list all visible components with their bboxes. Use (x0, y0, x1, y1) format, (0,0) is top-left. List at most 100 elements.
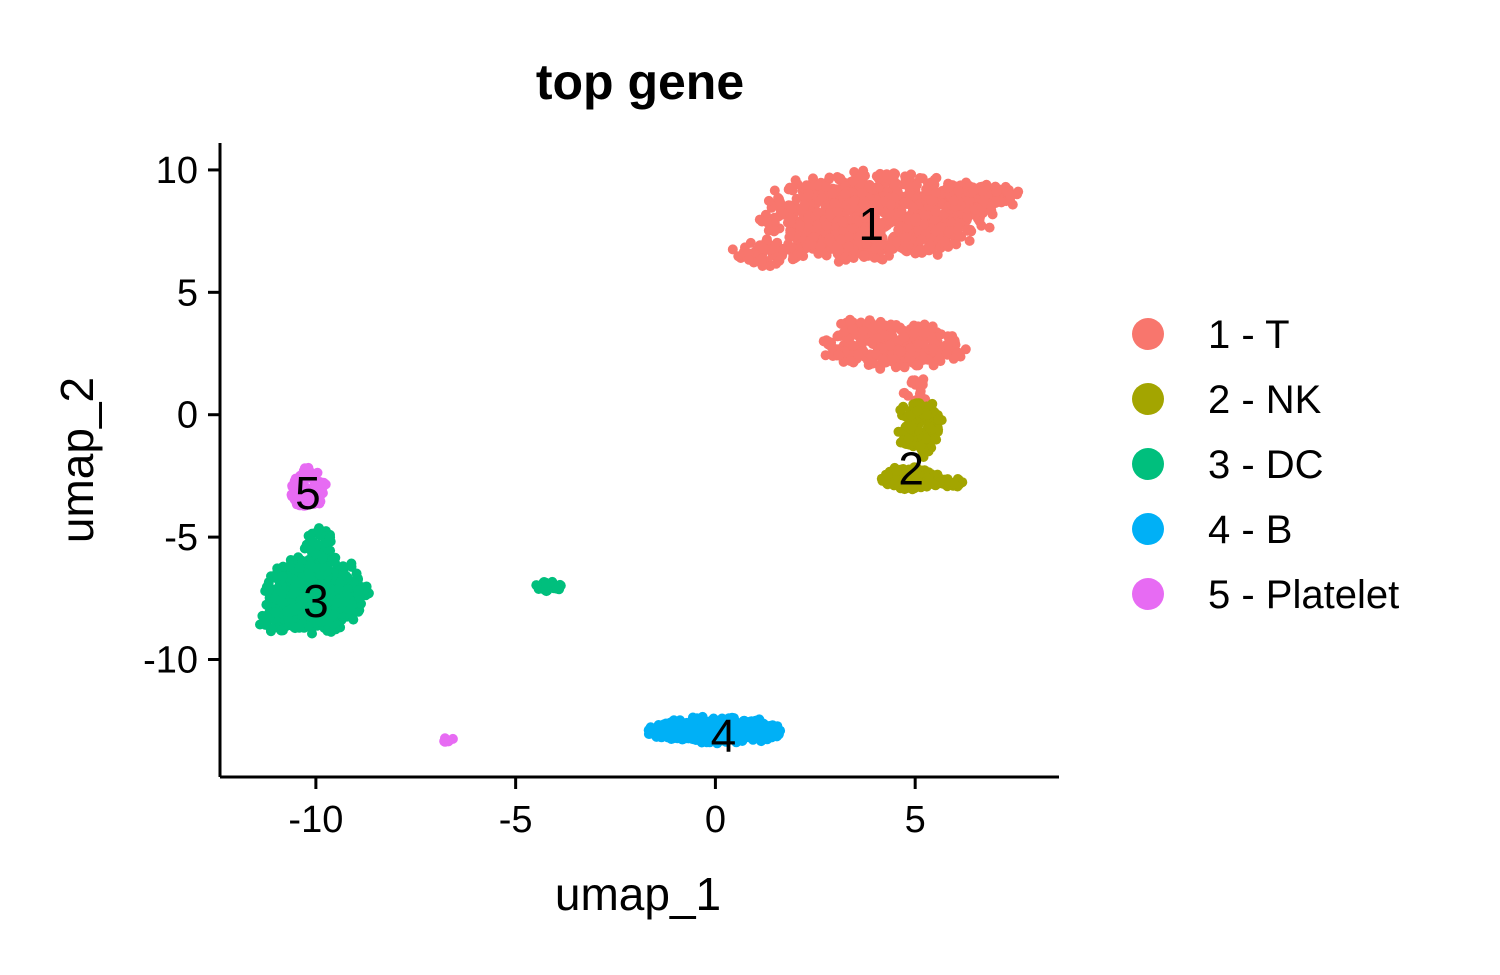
y-tick-label: -5 (164, 517, 198, 559)
point-cluster-1 (962, 211, 973, 222)
x-tick-label: 0 (705, 799, 726, 841)
point-cluster-1 (801, 180, 812, 191)
cluster-label-1: 1 (858, 198, 884, 250)
point-cluster-1 (833, 256, 844, 267)
legend-key-3 (1132, 448, 1164, 480)
point-cluster-1 (845, 316, 856, 327)
point-cluster-2 (921, 410, 932, 420)
point-cluster-1 (929, 214, 940, 225)
point-cluster-1 (794, 220, 805, 231)
legend-label-2: 2 - NK (1208, 378, 1322, 422)
point-cluster-3 (305, 560, 316, 570)
point-cluster-1 (859, 250, 870, 261)
point-cluster-1 (919, 210, 930, 221)
point-cluster-1 (885, 199, 896, 210)
point-cluster-4 (655, 727, 666, 738)
point-cluster-1 (827, 342, 837, 353)
point-cluster-1 (877, 254, 888, 265)
point-cluster-3 (353, 585, 364, 596)
point-cluster-3 (324, 533, 335, 544)
point-cluster-1 (870, 228, 881, 239)
point-cluster-3 (297, 610, 308, 621)
point-cluster-1 (758, 243, 769, 254)
point-cluster-3 (303, 568, 314, 579)
point-cluster-3 (316, 617, 327, 627)
legend-label-3: 3 - DC (1208, 443, 1324, 487)
point-cluster-2 (893, 426, 904, 437)
point-cluster-1 (916, 234, 927, 245)
point-cluster-1 (877, 343, 888, 354)
point-cluster-1 (928, 343, 939, 354)
point-cluster-1 (951, 239, 962, 250)
point-cluster-1 (903, 390, 913, 401)
point-cluster-4 (756, 736, 767, 747)
point-cluster-3 (333, 583, 344, 594)
point-cluster-1 (762, 217, 773, 228)
point-cluster-1 (743, 254, 754, 265)
point-cluster-5 (287, 480, 298, 491)
point-cluster-1 (766, 244, 777, 255)
point-cluster-1 (870, 349, 881, 360)
legend-key-2 (1132, 383, 1164, 415)
point-cluster-1 (827, 188, 838, 199)
point-cluster-1 (944, 226, 955, 236)
point-cluster-2 (911, 471, 921, 482)
point-cluster-2 (891, 466, 902, 477)
point-cluster-1 (765, 261, 776, 272)
point-cluster-1 (978, 196, 989, 207)
point-cluster-1 (866, 200, 877, 211)
cluster-label-4: 4 (711, 709, 737, 761)
point-cluster-1 (840, 188, 851, 199)
point-cluster-1 (786, 203, 797, 214)
point-cluster-1 (813, 207, 823, 218)
point-cluster-1 (769, 212, 780, 223)
point-cluster-1 (820, 350, 831, 361)
point-cluster-1 (1013, 186, 1024, 197)
point-cluster-3 (338, 561, 349, 572)
x-tick-label: -5 (499, 799, 533, 841)
point-cluster-3 (321, 586, 332, 597)
point-cluster-1 (911, 360, 922, 371)
legend-label-5: 5 - Platelet (1208, 573, 1399, 617)
point-cluster-1 (868, 322, 879, 333)
point-cluster-2 (895, 405, 906, 415)
point-cluster-3 (345, 604, 356, 615)
point-cluster-3 (342, 572, 353, 583)
point-cluster-1 (845, 356, 856, 366)
point-cluster-1 (945, 336, 956, 347)
point-cluster-1 (905, 343, 916, 353)
point-cluster-3 (289, 605, 300, 616)
legend: 1 - T 2 - NK 3 - DC 4 - B 5 - Platelet (1132, 313, 1399, 617)
point-cluster-1 (859, 208, 870, 219)
cluster-labels: 1 2 3 4 5 (295, 198, 924, 762)
point-cluster-1 (900, 171, 911, 182)
point-cluster-1 (786, 213, 797, 224)
point-cluster-3 (282, 606, 293, 617)
point-cluster-1 (860, 238, 871, 249)
y-tick-label: -10 (143, 640, 198, 682)
point-cluster-1 (884, 207, 895, 218)
chart-title: top gene (536, 54, 744, 110)
point-cluster-1 (902, 222, 913, 233)
point-cluster-3 (272, 563, 283, 574)
point-cluster-1 (848, 196, 859, 207)
point-cluster-1 (857, 188, 868, 198)
point-cluster-4 (643, 725, 654, 736)
point-cluster-3 (270, 607, 281, 618)
point-cluster-1 (836, 234, 847, 245)
point-cluster-3 (294, 622, 305, 633)
point-cluster-3 (299, 592, 310, 603)
point-cluster-2 (915, 440, 926, 451)
point-cluster-3 (317, 561, 328, 572)
point-cluster-1 (915, 377, 926, 388)
point-cluster-1 (890, 169, 901, 179)
point-cluster-1 (941, 348, 952, 359)
point-cluster-5 (298, 470, 309, 481)
y-ticks: -10 -5 0 5 10 (143, 150, 220, 682)
point-cluster-1 (829, 198, 840, 209)
point-cluster-1 (935, 222, 946, 232)
point-cluster-1 (858, 199, 869, 210)
point-cluster-1 (821, 181, 832, 192)
point-cluster-1 (926, 195, 937, 206)
point-cluster-1 (846, 224, 857, 234)
